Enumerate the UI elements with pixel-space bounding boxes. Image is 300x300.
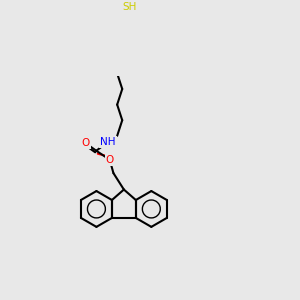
Text: O: O bbox=[82, 138, 90, 148]
Text: SH: SH bbox=[122, 2, 136, 12]
Text: O: O bbox=[106, 155, 114, 165]
Text: NH: NH bbox=[100, 137, 116, 147]
